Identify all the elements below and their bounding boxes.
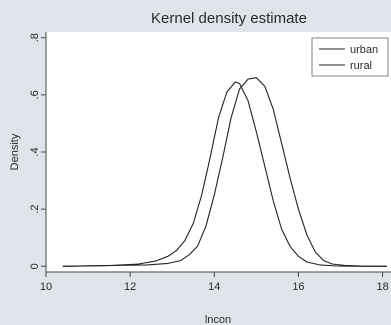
series-layer (62, 77, 387, 267)
legend-label-urban: urban (350, 44, 378, 56)
series-line-rural (62, 81, 387, 267)
y-tick-label: 0 (29, 263, 41, 269)
x-tick-label: 18 (376, 281, 388, 293)
axes: 0 .2 .4 .6 .8 10 12 14 16 18 (29, 32, 391, 293)
y-tick-label: .2 (29, 205, 41, 214)
x-tick-label: 14 (208, 281, 220, 293)
x-tick-label: 16 (292, 281, 304, 293)
chart-title: Kernel density estimate (151, 10, 307, 27)
legend: urban rural (311, 37, 389, 77)
legend-box (311, 37, 389, 77)
y-tick-label: .4 (29, 147, 41, 156)
x-axis-label: lncon (205, 314, 231, 325)
y-axis-label: Density (9, 133, 21, 170)
y-tick-label: .6 (29, 90, 41, 99)
y-tick-label: .8 (29, 33, 41, 42)
legend-label-rural: rural (350, 60, 372, 72)
x-tick-label: 12 (124, 281, 136, 293)
series-line-urban (62, 77, 387, 267)
x-tick-label: 10 (40, 281, 52, 293)
